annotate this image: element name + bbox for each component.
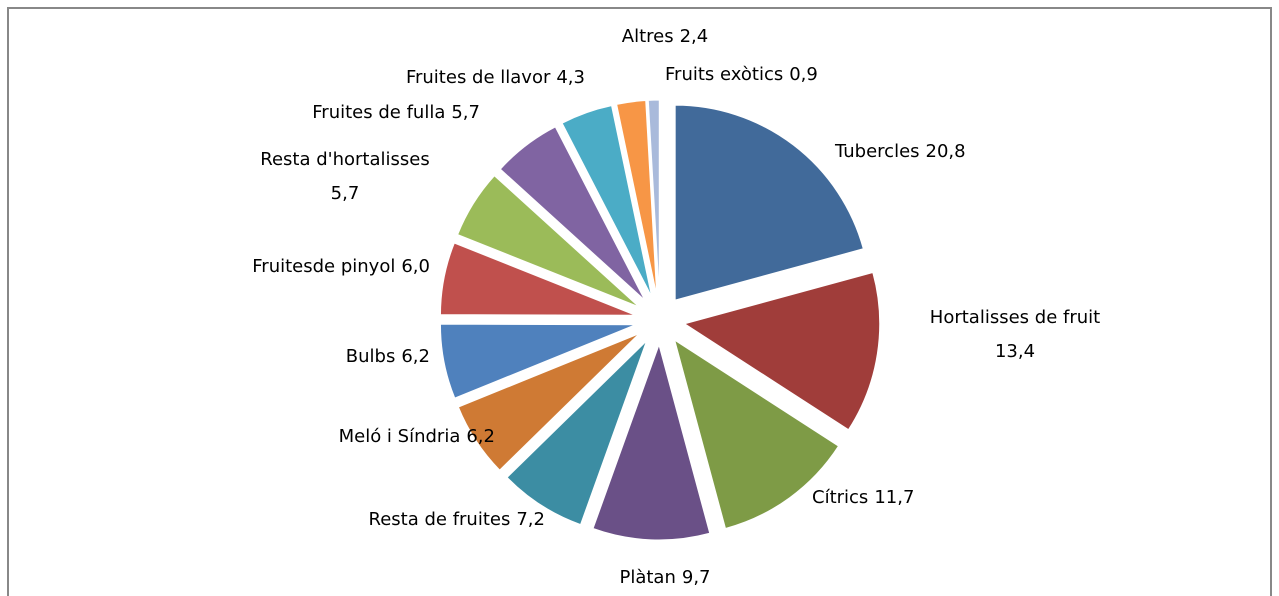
- slice-label: Tubercles 20,8: [834, 141, 966, 162]
- slice-label: Bulbs 6,2: [346, 346, 430, 367]
- slice-value: 6,2: [466, 426, 495, 447]
- pie-slice: [592, 343, 711, 541]
- slice-value: 9,7: [682, 567, 711, 588]
- pie-slice: [683, 271, 881, 431]
- slice-category: Hortalisses de fruit: [930, 307, 1100, 328]
- slice-label: Fruitesde pinyol 6,0: [252, 256, 430, 277]
- slice-category: Bulbs: [346, 346, 396, 367]
- slice-value: 5,7: [331, 183, 360, 204]
- pie-slice: [499, 126, 646, 301]
- slice-category: Fruitesde pinyol: [252, 256, 395, 277]
- slice-value: 6,0: [401, 256, 430, 277]
- pie-slice: [616, 99, 658, 296]
- pie-slice: [457, 333, 640, 471]
- slice-label: Fruites de llavor 4,3: [406, 67, 585, 88]
- slice-value: 5,7: [451, 102, 480, 123]
- slice-value: 11,7: [874, 487, 914, 508]
- slice-value: 7,2: [516, 509, 545, 530]
- pie-slice: [439, 323, 636, 399]
- pie-slice: [457, 175, 640, 308]
- slice-value: 4,3: [556, 67, 585, 88]
- pie-slice: [674, 104, 864, 301]
- pie-slice: [439, 242, 636, 316]
- pie-slice: [673, 339, 840, 530]
- slice-value: 6,2: [401, 346, 430, 367]
- slice-category: Cítrics: [812, 487, 868, 508]
- slice-value: 2,4: [680, 26, 709, 47]
- slice-category: Tubercles: [834, 141, 920, 162]
- slice-category: Altres: [622, 26, 674, 47]
- slice-value: 13,4: [995, 341, 1035, 362]
- slice-category: Plàtan: [619, 567, 675, 588]
- slice-label: Meló i Síndria 6,2: [339, 426, 495, 447]
- pie-slice: [561, 105, 653, 297]
- slice-value: 0,9: [789, 64, 818, 85]
- slice-label: Fruites de fulla 5,7: [312, 102, 480, 123]
- slice-label: Fruits exòtics 0,9: [665, 64, 818, 85]
- slice-label: Plàtan 9,7: [619, 567, 710, 588]
- slice-label: Resta de fruites 7,2: [369, 509, 545, 530]
- slice-label: Hortalisses de fruit 13,4: [930, 307, 1100, 362]
- slice-label: Resta d'hortalisses 5,7: [260, 149, 429, 204]
- slice-value: 20,8: [926, 141, 966, 162]
- slice-category: Resta d'hortalisses: [260, 149, 429, 170]
- pie-slice: [506, 340, 647, 526]
- slice-category: Fruites de fulla: [312, 102, 445, 123]
- slice-label: Cítrics 11,7: [812, 487, 914, 508]
- slice-category: Meló i Síndria: [339, 426, 461, 447]
- slice-category: Fruites de llavor: [406, 67, 551, 88]
- slice-category: Fruits exòtics: [665, 64, 783, 85]
- slice-label: Altres 2,4: [622, 26, 708, 47]
- slice-category: Resta de fruites: [369, 509, 511, 530]
- pie-slice: [647, 99, 660, 296]
